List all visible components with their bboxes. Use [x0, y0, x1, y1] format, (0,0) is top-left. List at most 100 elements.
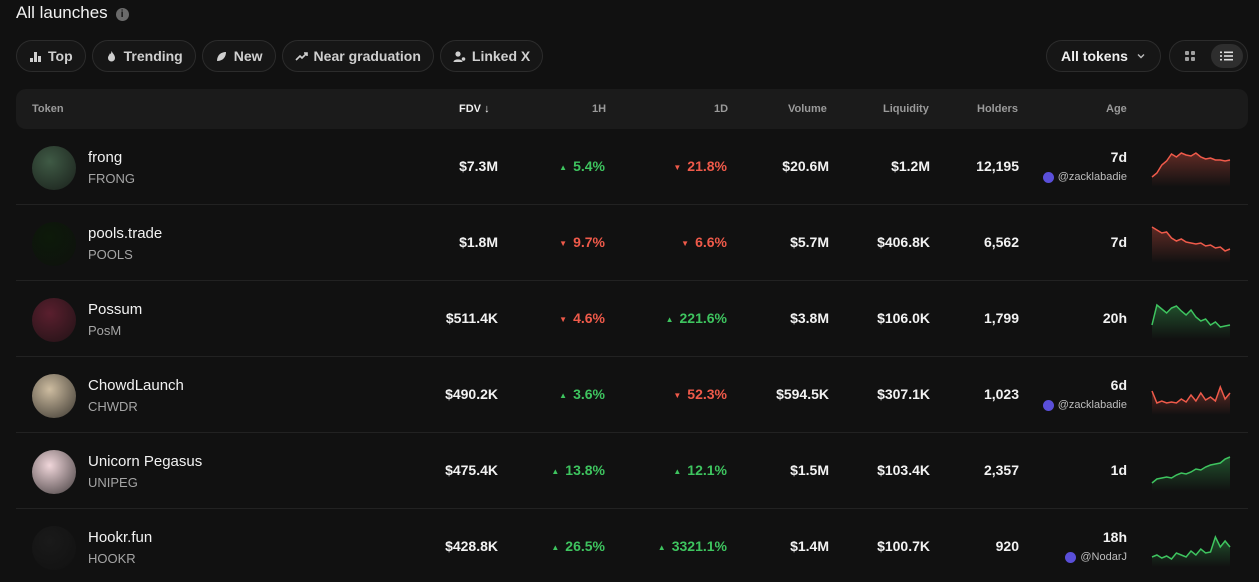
sparkline-line — [1151, 303, 1231, 328]
token-name[interactable]: Unicorn Pegasus — [88, 453, 203, 470]
sparkline-line — [1151, 535, 1231, 560]
cell-fdv: $7.3M — [459, 158, 498, 174]
token-name[interactable]: ChowdLaunch — [88, 377, 184, 394]
list-view-button[interactable] — [1210, 44, 1243, 68]
column-age[interactable]: Age — [1106, 103, 1127, 115]
column-1h[interactable]: 1H — [592, 103, 607, 115]
creator-link[interactable]: @zacklabadie — [1042, 399, 1127, 411]
filter-trending-label: Trending — [123, 48, 183, 64]
table-row[interactable]: Hookr.fun HOOKR $428.8K ▲ 26.5% ▲ 3321.1% $1.4M… — [16, 509, 1248, 582]
cell-fdv: $490.2K — [445, 386, 498, 402]
grid-view-button[interactable] — [1174, 44, 1207, 68]
cell-d1-value: 221.6% — [679, 310, 727, 326]
cell-volume: $1.5M — [790, 462, 829, 478]
cell-h1: ▲ 5.4% — [559, 158, 605, 174]
cell-liquidity: $307.1K — [877, 386, 930, 402]
cell-h1-value: 13.8% — [565, 462, 605, 478]
column-holders[interactable]: Holders — [977, 103, 1018, 115]
token-name[interactable]: frong — [88, 149, 123, 166]
filter-near-graduation-button[interactable]: Near graduation — [281, 40, 434, 72]
token-name[interactable]: pools.trade — [88, 225, 163, 242]
table-row[interactable]: frong FRONG $7.3M ▲ 5.4% ▼ 21.8% $20.6M $1.2M 12,… — [16, 129, 1248, 205]
cell-age: 7d — [1110, 234, 1127, 250]
arrow-up-icon: ▲ — [559, 391, 568, 400]
page-title: All launches — [16, 3, 108, 22]
sparkline-area — [1152, 305, 1230, 339]
view-controls: All tokens — [1046, 40, 1248, 72]
cell-holders: 920 — [995, 538, 1019, 554]
arrow-up-icon: ▲ — [551, 467, 560, 476]
arrow-down-icon: ▼ — [559, 239, 568, 248]
sparkline-area — [1152, 387, 1230, 415]
sparkline-line — [1151, 152, 1231, 178]
token-name[interactable]: Possum — [88, 301, 143, 318]
cell-holders: 6,562 — [983, 234, 1019, 250]
creator-handle: @NodarJ — [1080, 551, 1127, 563]
column-fdv-label: FDV — [459, 103, 481, 115]
price-sparkline — [1151, 226, 1231, 263]
grid-icon — [1185, 51, 1196, 61]
column-token[interactable]: Token — [32, 103, 64, 115]
table-row[interactable]: Possum PosM $511.4K ▼ 4.6% ▲ 221.6% $3.8M $106.0… — [16, 281, 1248, 357]
table-row[interactable]: ChowdLaunch CHWDR $490.2K ▲ 3.6% ▼ 52.3% $594.5… — [16, 357, 1248, 433]
cell-holders: 1,799 — [983, 310, 1019, 326]
column-1d[interactable]: 1D — [714, 103, 729, 115]
cell-d1-value: 6.6% — [695, 234, 727, 250]
token-symbol: UNIPEG — [88, 475, 138, 490]
sparkline-line — [1151, 226, 1231, 252]
token-name[interactable]: Hookr.fun — [88, 529, 153, 546]
token-symbol: PosM — [88, 323, 122, 338]
table-row[interactable]: pools.trade POOLS $1.8M ▼ 9.7% ▼ 6.6% $5.7M $406… — [16, 205, 1248, 281]
sparkline-area — [1152, 457, 1230, 491]
filter-linked-x-button[interactable]: Linked X — [439, 40, 544, 72]
cell-h1-value: 3.6% — [573, 386, 605, 402]
info-icon[interactable]: i — [115, 7, 129, 21]
filter-new-label: New — [233, 48, 263, 64]
price-sparkline — [1151, 303, 1231, 339]
arrow-up-icon: ▲ — [657, 543, 666, 552]
list-icon — [1220, 51, 1234, 61]
token-avatar — [32, 374, 76, 418]
cell-age: 6d — [1110, 377, 1127, 393]
column-fdv[interactable]: FDV ↓ — [459, 103, 490, 115]
creator-link[interactable]: @zacklabadie — [1042, 171, 1127, 183]
cell-holders: 1,023 — [983, 386, 1019, 402]
arrow-down-icon: ▼ — [681, 239, 690, 248]
user-link-icon — [453, 50, 466, 62]
column-volume[interactable]: Volume — [788, 103, 827, 115]
cell-d1: ▼ 52.3% — [673, 386, 727, 402]
cell-fdv: $511.4K — [445, 310, 498, 326]
cell-d1-value: 52.3% — [687, 386, 727, 402]
filter-top-label: Top — [48, 48, 73, 64]
cell-d1-value: 21.8% — [687, 158, 727, 174]
creator-handle: @zacklabadie — [1057, 399, 1127, 411]
filter-trending-button[interactable]: Trending — [91, 40, 196, 72]
filter-linked-x-label: Linked X — [471, 48, 531, 64]
column-liquidity[interactable]: Liquidity — [883, 103, 929, 115]
arrow-up-icon: ▲ — [559, 163, 568, 172]
filter-top-button[interactable]: Top — [16, 40, 86, 72]
cell-holders: 12,195 — [976, 158, 1019, 174]
cell-h1: ▼ 4.6% — [559, 310, 605, 326]
cell-d1: ▲ 12.1% — [673, 462, 727, 478]
token-filter-dropdown[interactable]: All tokens — [1046, 40, 1161, 72]
cell-liquidity: $406.8K — [877, 234, 930, 250]
creator-link[interactable]: @NodarJ — [1065, 551, 1127, 563]
cell-h1-value: 9.7% — [573, 234, 605, 250]
filter-new-button[interactable]: New — [201, 40, 276, 72]
cell-h1: ▲ 13.8% — [551, 462, 605, 478]
cell-age: 18h — [1102, 529, 1127, 545]
cell-volume: $20.6M — [782, 158, 829, 174]
creator-avatar-icon — [1042, 399, 1054, 411]
view-toggle — [1169, 40, 1248, 72]
cell-d1-value: 12.1% — [687, 462, 727, 478]
cell-d1: ▼ 21.8% — [673, 158, 727, 174]
price-sparkline — [1151, 384, 1231, 415]
leaf-icon — [216, 51, 226, 61]
cell-d1: ▲ 221.6% — [666, 310, 727, 326]
creator-avatar-icon — [1042, 171, 1054, 183]
table-row[interactable]: Unicorn Pegasus UNIPEG $475.4K ▲ 13.8% ▲ 12.1%… — [16, 433, 1248, 509]
cell-age: 7d — [1110, 149, 1127, 165]
cell-h1-value: 26.5% — [565, 538, 605, 554]
sparkline-area — [1152, 153, 1230, 187]
